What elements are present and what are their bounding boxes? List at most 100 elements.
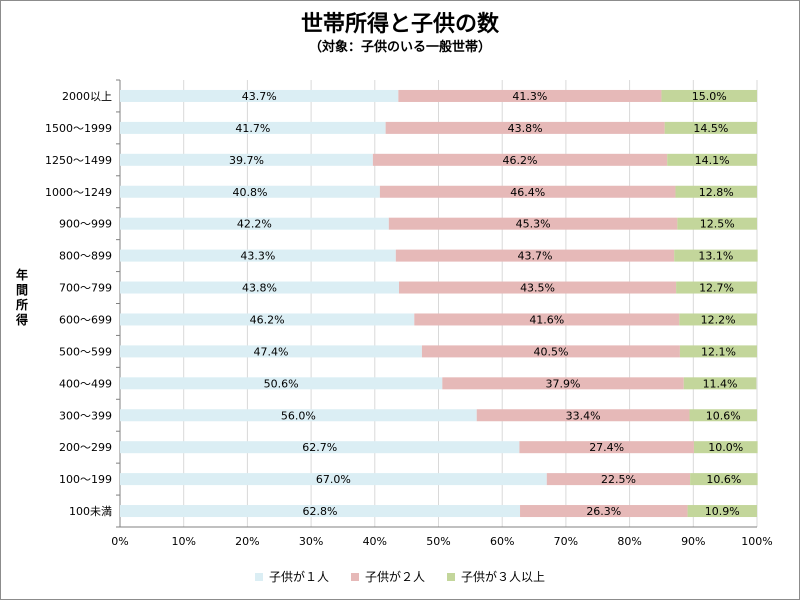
x-tick-label: 40% xyxy=(363,535,387,548)
data-label: 10.9% xyxy=(705,505,740,518)
x-tick-label: 80% xyxy=(617,535,641,548)
category-label: 1500～1999 xyxy=(45,122,112,135)
bar-segment xyxy=(664,121,757,134)
bar-segment xyxy=(372,153,668,166)
bar-segment xyxy=(679,345,757,358)
data-label: 26.3% xyxy=(586,505,621,518)
category-label: 300～399 xyxy=(59,409,112,422)
y-axis-label: 年間所得 xyxy=(15,268,28,327)
data-label: 50.6% xyxy=(264,377,299,390)
bar-segment xyxy=(677,217,757,230)
data-label: 62.8% xyxy=(303,505,338,518)
bar-segment xyxy=(388,217,678,230)
category-label: 600～699 xyxy=(59,313,112,326)
category-label: 2000以上 xyxy=(62,90,112,103)
bar-segment xyxy=(520,505,688,518)
data-label: 14.1% xyxy=(695,154,730,167)
x-tick-label: 0% xyxy=(111,535,128,548)
bar-segment xyxy=(674,249,758,262)
bar-segment xyxy=(476,409,690,422)
x-tick-label: 50% xyxy=(426,535,450,548)
data-label: 56.0% xyxy=(281,409,316,422)
bar-segment xyxy=(120,505,521,518)
bar-segment xyxy=(693,441,758,454)
bar-segment xyxy=(398,89,662,102)
category-label: 100未満 xyxy=(69,505,112,518)
data-label: 22.5% xyxy=(601,473,636,486)
bar-segment xyxy=(120,441,520,454)
legend-label: 子供が１人 xyxy=(268,570,329,584)
chart-title: 世帯所得と子供の数 xyxy=(300,12,499,37)
legend-swatch xyxy=(350,572,359,581)
data-label: 12.5% xyxy=(700,218,735,231)
legend: 子供が１人 子供が２人 子供が３人以上 xyxy=(0,568,800,585)
data-label: 15.0% xyxy=(692,90,727,103)
data-label: 40.8% xyxy=(232,186,267,199)
data-label: 43.7% xyxy=(518,250,553,263)
bar-segment xyxy=(399,281,677,294)
data-label: 12.8% xyxy=(699,186,734,199)
bar-segment xyxy=(676,281,757,294)
legend-swatch xyxy=(254,572,263,581)
bar-segment xyxy=(519,441,694,454)
x-tick-label: 10% xyxy=(171,535,195,548)
bar-segment xyxy=(120,89,399,102)
bar-segment xyxy=(679,313,757,326)
x-tick-label: 30% xyxy=(299,535,323,548)
bar-segment xyxy=(120,345,422,358)
bar-segment xyxy=(379,185,676,198)
data-label: 12.7% xyxy=(699,282,734,295)
data-label: 39.7% xyxy=(229,154,264,167)
data-label: 46.2% xyxy=(250,313,285,326)
legend-label: 子供が２人 xyxy=(364,570,425,584)
legend-item-two-children: 子供が２人 xyxy=(350,568,425,585)
data-label: 46.4% xyxy=(510,186,545,199)
data-label: 42.2% xyxy=(237,218,272,231)
data-label: 62.7% xyxy=(302,441,337,454)
bar-segment xyxy=(667,153,757,166)
category-label: 800～899 xyxy=(59,250,112,263)
bar-segment xyxy=(690,473,758,486)
x-tick-label: 100% xyxy=(741,535,772,548)
bar-segment xyxy=(120,377,443,390)
category-label: 500～599 xyxy=(59,345,112,358)
data-label: 43.7% xyxy=(242,90,277,103)
bar-segment xyxy=(661,89,757,102)
legend-label: 子供が３人以上 xyxy=(461,570,546,584)
category-label: 1000～1249 xyxy=(45,186,112,199)
x-tick-label: 70% xyxy=(554,535,578,548)
chart-subtitle: （対象：子供のいる一般世帯） xyxy=(308,40,491,55)
data-label: 67.0% xyxy=(316,473,351,486)
data-label: 33.4% xyxy=(566,409,601,422)
bar-segment xyxy=(689,409,757,422)
bar-segment xyxy=(385,121,665,134)
bar-segment xyxy=(120,409,477,422)
x-tick-label: 60% xyxy=(490,535,514,548)
data-label: 40.5% xyxy=(533,345,568,358)
data-label: 37.9% xyxy=(546,377,581,390)
data-label: 41.6% xyxy=(529,313,564,326)
data-label: 13.1% xyxy=(698,250,733,263)
data-label: 27.4% xyxy=(589,441,624,454)
bar-segment xyxy=(675,185,757,198)
bar-segment xyxy=(120,249,396,262)
category-label: 100～199 xyxy=(59,473,112,486)
data-label: 11.4% xyxy=(703,377,738,390)
bar-segment xyxy=(546,473,691,486)
category-label: 900～999 xyxy=(59,218,112,231)
bar-segment xyxy=(421,345,680,358)
data-label: 41.3% xyxy=(512,90,547,103)
bar-segment xyxy=(683,377,757,390)
bar-segment xyxy=(120,473,547,486)
bar-segment xyxy=(120,185,380,198)
data-label: 12.1% xyxy=(701,345,736,358)
bar-segment xyxy=(442,377,684,390)
bar-segment xyxy=(120,217,389,230)
data-label: 41.7% xyxy=(235,122,270,135)
data-label: 46.2% xyxy=(503,154,538,167)
bar-segment xyxy=(414,313,680,326)
legend-item-one-child: 子供が１人 xyxy=(254,568,329,585)
bar-segment xyxy=(120,153,373,166)
category-label: 700～799 xyxy=(59,282,112,295)
bar-segment xyxy=(687,505,757,518)
